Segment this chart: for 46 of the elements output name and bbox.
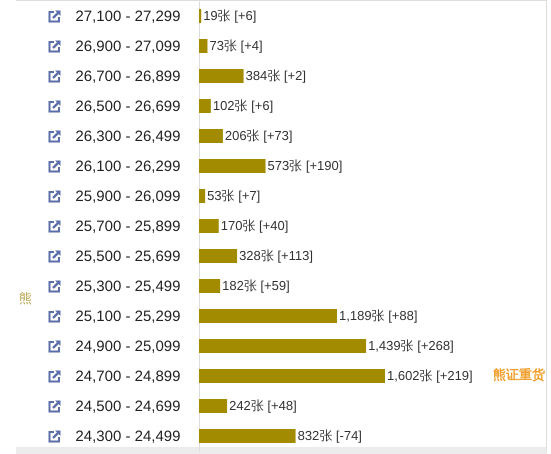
data-label: 206张 [+73] xyxy=(224,128,292,143)
bar xyxy=(199,39,208,54)
y-tick-label: 25,100 - 25,299 xyxy=(75,308,180,325)
data-label: 1,602张 [+219] xyxy=(387,368,473,383)
bar xyxy=(199,308,338,323)
data-label: 53张 [+7] xyxy=(207,188,260,203)
bar xyxy=(199,278,220,294)
data-label: 102张 [+6] xyxy=(212,98,274,114)
y-tick-label: 25,700 - 25,899 xyxy=(75,218,180,235)
y-tick-label: 24,300 - 24,499 xyxy=(75,428,180,445)
y-tick-label: 25,900 - 26,099 xyxy=(75,188,180,205)
y-tick-label: 25,300 - 25,499 xyxy=(75,278,180,295)
y-axis-title: 熊 xyxy=(19,290,32,306)
bar xyxy=(199,398,228,413)
text: 熊证重货 xyxy=(493,367,546,382)
bar xyxy=(199,218,219,234)
y-tick-label: 26,100 - 26,299 xyxy=(75,158,180,175)
data-label: 73张 [+4] xyxy=(209,38,263,54)
bar xyxy=(199,368,385,383)
data-label: 242张 [+48] xyxy=(229,398,297,413)
bar xyxy=(199,69,244,84)
y-tick-label: 24,700 - 24,899 xyxy=(75,368,180,385)
y-tick-label: 26,900 - 27,099 xyxy=(75,38,180,56)
y-tick-label: 25,500 - 25,699 xyxy=(75,248,180,265)
bar xyxy=(199,248,238,264)
bar xyxy=(199,158,266,174)
data-label: 573张 [+190] xyxy=(268,158,342,173)
data-label: 328张 [+113] xyxy=(239,248,313,263)
data-label: 1,439张 [+268] xyxy=(368,338,454,353)
y-tick-label: 24,900 - 25,099 xyxy=(75,338,180,355)
bar xyxy=(199,99,211,114)
y-tick-label: 27,100 - 27,299 xyxy=(75,8,180,26)
y-tick-label: 26,500 - 26,699 xyxy=(75,98,180,116)
y-tick-label: 26,300 - 26,499 xyxy=(75,128,180,145)
data-label: 384张 [+2] xyxy=(246,68,306,84)
bar xyxy=(199,338,366,353)
y-tick-label: 26,700 - 26,899 xyxy=(75,68,180,86)
data-label: 19张 [+6] xyxy=(203,8,256,24)
bar xyxy=(199,428,296,443)
data-label: 832张 [-74] xyxy=(298,428,362,443)
y-tick-label: 24,500 - 24,699 xyxy=(75,398,180,415)
data-label: 1,189张 [+88] xyxy=(339,308,418,323)
bar xyxy=(199,129,223,144)
data-label: 182张 [+59] xyxy=(222,278,290,293)
data-label: 170张 [+40] xyxy=(220,218,288,233)
bar xyxy=(199,188,206,204)
